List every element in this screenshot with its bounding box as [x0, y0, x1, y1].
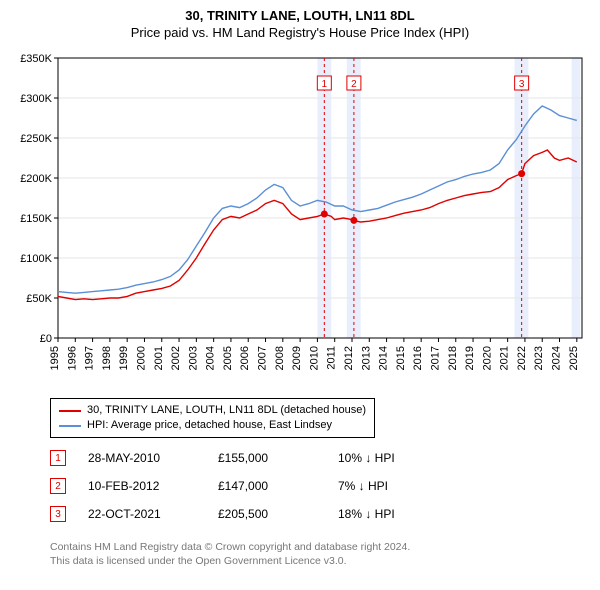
svg-text:2017: 2017: [429, 346, 441, 370]
legend-item-property: 30, TRINITY LANE, LOUTH, LN11 8DL (detac…: [59, 403, 366, 418]
transaction-date: 28-MAY-2010: [88, 451, 218, 465]
svg-text:£350K: £350K: [20, 53, 52, 65]
svg-text:1995: 1995: [49, 346, 61, 370]
svg-text:2013: 2013: [360, 346, 372, 370]
svg-text:1999: 1999: [118, 346, 130, 370]
legend: 30, TRINITY LANE, LOUTH, LN11 8DL (detac…: [50, 398, 375, 438]
transaction-row: 2 10-FEB-2012 £147,000 7% ↓ HPI: [50, 472, 438, 500]
transaction-row: 1 28-MAY-2010 £155,000 10% ↓ HPI: [50, 444, 438, 472]
transaction-marker-1: 1: [50, 450, 66, 466]
svg-text:2012: 2012: [343, 346, 355, 370]
page-title: 30, TRINITY LANE, LOUTH, LN11 8DL: [0, 0, 600, 23]
transaction-marker-3: 3: [50, 506, 66, 522]
svg-text:2006: 2006: [239, 346, 251, 370]
svg-text:2003: 2003: [187, 346, 199, 370]
svg-text:2022: 2022: [516, 346, 528, 370]
svg-text:£250K: £250K: [20, 133, 52, 145]
svg-text:2001: 2001: [153, 346, 165, 370]
svg-text:£0: £0: [40, 333, 52, 345]
svg-text:2024: 2024: [551, 346, 563, 370]
page-subtitle: Price paid vs. HM Land Registry's House …: [0, 23, 600, 44]
transaction-marker-2: 2: [50, 478, 66, 494]
svg-text:2000: 2000: [135, 346, 147, 370]
svg-text:2015: 2015: [395, 346, 407, 370]
svg-text:1: 1: [322, 79, 328, 90]
transaction-diff: 7% ↓ HPI: [338, 479, 438, 493]
svg-text:2014: 2014: [378, 346, 390, 370]
svg-text:2005: 2005: [222, 346, 234, 370]
svg-text:1997: 1997: [84, 346, 96, 370]
transaction-row: 3 22-OCT-2021 £205,500 18% ↓ HPI: [50, 500, 438, 528]
svg-text:2021: 2021: [499, 346, 511, 370]
chart: £0 £50K £100K £150K £200K £250K £300K £350K 1995…: [0, 50, 600, 390]
svg-text:2008: 2008: [274, 346, 286, 370]
legend-swatch-hpi: [59, 425, 81, 427]
transaction-price: £147,000: [218, 479, 338, 493]
svg-text:£50K: £50K: [26, 293, 52, 305]
svg-text:2020: 2020: [481, 346, 493, 370]
svg-text:1998: 1998: [101, 346, 113, 370]
svg-text:2010: 2010: [308, 346, 320, 370]
svg-text:2023: 2023: [533, 346, 545, 370]
svg-text:2018: 2018: [447, 346, 459, 370]
svg-text:2007: 2007: [257, 346, 269, 370]
svg-text:1996: 1996: [66, 346, 78, 370]
footnote-line1: Contains HM Land Registry data © Crown c…: [50, 540, 410, 554]
svg-text:£200K: £200K: [20, 173, 52, 185]
transaction-date: 10-FEB-2012: [88, 479, 218, 493]
svg-text:2002: 2002: [170, 346, 182, 370]
svg-text:2004: 2004: [205, 346, 217, 370]
svg-text:2016: 2016: [412, 346, 424, 370]
transaction-price: £155,000: [218, 451, 338, 465]
transaction-price: £205,500: [218, 507, 338, 521]
transaction-date: 22-OCT-2021: [88, 507, 218, 521]
transaction-diff: 18% ↓ HPI: [338, 507, 438, 521]
legend-label-hpi: HPI: Average price, detached house, East…: [87, 418, 332, 433]
svg-text:3: 3: [519, 79, 525, 90]
legend-swatch-property: [59, 410, 81, 412]
svg-text:2009: 2009: [291, 346, 303, 370]
legend-item-hpi: HPI: Average price, detached house, East…: [59, 418, 366, 433]
footnote-line2: This data is licensed under the Open Gov…: [50, 554, 410, 568]
svg-text:£300K: £300K: [20, 93, 52, 105]
svg-text:2: 2: [351, 79, 357, 90]
svg-text:2011: 2011: [326, 346, 338, 370]
footnote: Contains HM Land Registry data © Crown c…: [50, 540, 410, 568]
svg-text:£100K: £100K: [20, 253, 52, 265]
transaction-diff: 10% ↓ HPI: [338, 451, 438, 465]
svg-text:2025: 2025: [568, 346, 580, 370]
svg-text:2019: 2019: [464, 346, 476, 370]
svg-text:£150K: £150K: [20, 213, 52, 225]
transactions-table: 1 28-MAY-2010 £155,000 10% ↓ HPI 2 10-FE…: [50, 444, 438, 528]
legend-label-property: 30, TRINITY LANE, LOUTH, LN11 8DL (detac…: [87, 403, 366, 418]
